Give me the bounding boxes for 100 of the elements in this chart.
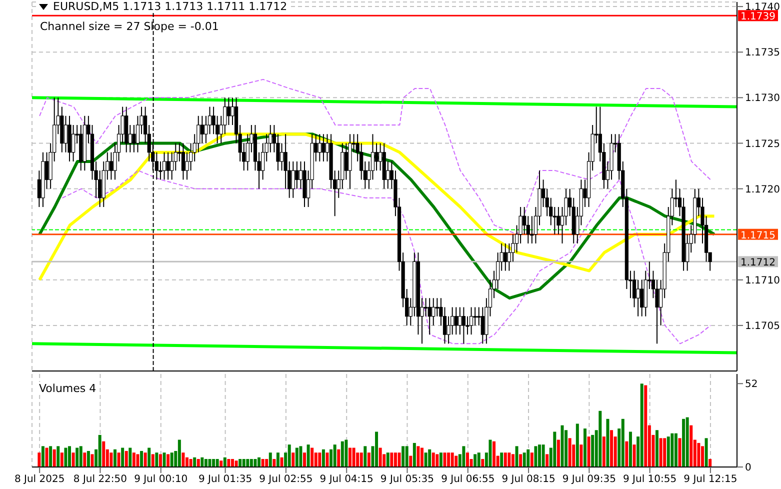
- bar: [64, 448, 68, 467]
- bar: [576, 424, 579, 467]
- bar: [348, 448, 352, 467]
- bar: [534, 446, 538, 467]
- candlestick: [72, 124, 76, 162]
- candlestick: [454, 306, 458, 336]
- bar: [38, 452, 41, 467]
- candlestick: [432, 298, 436, 326]
- x-tick-label: 9 Jul 00:10: [134, 474, 188, 486]
- y-tick-label: 1.1710: [745, 275, 780, 286]
- bar: [500, 452, 504, 467]
- bar: [398, 452, 401, 467]
- bar: [447, 452, 450, 467]
- bar: [322, 449, 325, 467]
- bar: [68, 446, 72, 467]
- bar: [162, 452, 166, 467]
- bar: [678, 438, 682, 467]
- y-tick-label: 1.1725: [745, 138, 780, 150]
- bar: [242, 458, 246, 467]
- bar: [583, 428, 586, 467]
- bar: [223, 457, 226, 467]
- x-tick-label: 9 Jul 02:55: [259, 474, 313, 486]
- bar: [454, 456, 458, 467]
- bar: [230, 458, 234, 467]
- bar: [79, 446, 82, 467]
- bar: [515, 446, 518, 467]
- bar: [189, 458, 192, 467]
- y-tick-label: 0: [745, 462, 752, 474]
- bar: [656, 430, 659, 467]
- bar: [128, 448, 132, 467]
- bar: [439, 452, 442, 467]
- bar: [606, 418, 610, 467]
- bar: [409, 456, 412, 467]
- bar: [519, 454, 522, 467]
- bar: [666, 436, 670, 467]
- bar: [280, 457, 284, 467]
- bar: [148, 448, 151, 467]
- bar: [587, 436, 590, 467]
- bar: [258, 457, 261, 467]
- bar: [542, 444, 545, 467]
- bar: [132, 452, 136, 467]
- bar: [144, 452, 147, 467]
- bar: [644, 385, 648, 467]
- bar: [140, 450, 144, 467]
- bar: [295, 448, 298, 467]
- bar: [556, 440, 560, 467]
- y-tick-label: 1.1735: [745, 48, 780, 59]
- bar: [674, 433, 678, 467]
- candlestick: [318, 134, 322, 162]
- bar: [49, 446, 52, 467]
- bar: [428, 449, 432, 467]
- bar: [45, 448, 48, 467]
- x-tick-label: 9 Jul 10:55: [623, 474, 677, 486]
- bar: [288, 444, 291, 467]
- bar: [526, 449, 530, 467]
- bar: [640, 384, 644, 467]
- candlestick: [458, 306, 462, 336]
- bar: [250, 458, 253, 467]
- bar: [560, 425, 564, 467]
- bar: [402, 446, 405, 467]
- ref-line-label: 1.1739: [740, 12, 776, 23]
- candlestick: [428, 298, 432, 336]
- x-tick-label: 9 Jul 06:55: [441, 474, 495, 486]
- x-tick-label: 8 Jul 2025: [14, 474, 65, 486]
- bar: [204, 458, 208, 467]
- bar: [182, 452, 185, 467]
- candlestick: [640, 279, 644, 317]
- bar: [151, 454, 154, 467]
- bar: [121, 448, 124, 467]
- candlestick: [344, 142, 348, 180]
- bar: [367, 452, 370, 467]
- candlestick: [181, 142, 186, 180]
- bar: [697, 442, 700, 467]
- line-series: [62, 170, 711, 344]
- y-tick-label: 52: [745, 379, 758, 390]
- bar: [113, 449, 116, 467]
- bar: [686, 417, 689, 467]
- bar: [530, 452, 534, 467]
- bar: [200, 457, 204, 467]
- bar: [492, 441, 496, 467]
- bar: [360, 452, 363, 467]
- candlestick: [504, 242, 508, 272]
- bar: [553, 432, 556, 467]
- candlestick: [291, 160, 295, 198]
- bar: [303, 452, 306, 467]
- bar: [158, 454, 162, 467]
- candlestick: [424, 298, 428, 317]
- bar: [326, 452, 329, 467]
- ref-line-label: 1.1715: [740, 230, 776, 242]
- bar: [41, 446, 44, 467]
- bar: [450, 452, 454, 467]
- candlestick: [132, 124, 136, 153]
- bar: [340, 441, 344, 467]
- bar: [265, 458, 268, 467]
- bar: [333, 444, 336, 467]
- candlestick: [166, 152, 170, 180]
- bar: [508, 452, 511, 467]
- bar: [708, 458, 712, 467]
- bar: [663, 438, 666, 467]
- bar: [196, 458, 200, 467]
